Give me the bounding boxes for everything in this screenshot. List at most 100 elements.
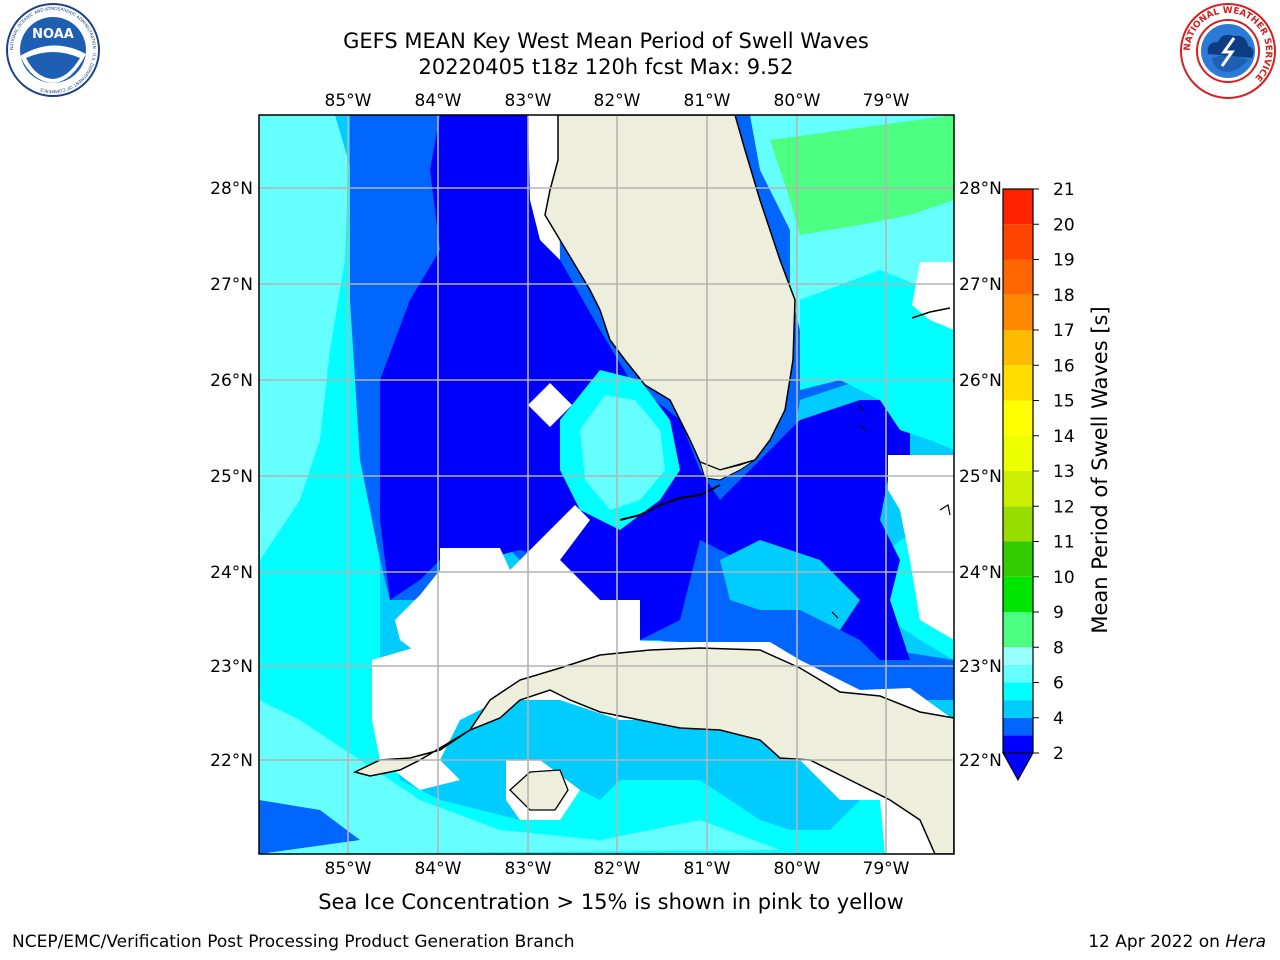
colorbar-tick-label: 8 xyxy=(1053,638,1064,658)
lon-label: 85°W xyxy=(325,91,372,111)
graticule xyxy=(259,115,954,854)
colorbar-title: Mean Period of Swell Waves [s] xyxy=(1088,306,1112,633)
colorbar-segment xyxy=(1003,435,1033,471)
lon-label: 82°W xyxy=(594,859,641,879)
colorbar-segment xyxy=(1003,612,1033,648)
map-field xyxy=(259,115,954,854)
nodata-grand-bahama xyxy=(912,262,954,330)
land-cuba xyxy=(352,647,954,854)
field-sw-4 xyxy=(259,800,360,854)
andros-coast xyxy=(939,504,951,516)
colorbar-tick-label: 18 xyxy=(1053,286,1075,306)
noaa-logo: NOAA NATIONAL OCEANIC AND ATMOSPHERIC AD… xyxy=(6,3,100,97)
lat-label: 25°N xyxy=(959,467,1002,487)
islets xyxy=(831,404,867,619)
colorbar-extend-triangle xyxy=(1002,752,1034,782)
colorbar-segment xyxy=(1003,541,1033,577)
colorbar-segment xyxy=(1003,259,1033,295)
lat-label: 22°N xyxy=(959,751,1002,771)
colorbar-tick-label: 2 xyxy=(1053,744,1064,764)
nws-logo: NATIONAL WEATHER SERVICE xyxy=(1180,3,1276,99)
field-8-9-west xyxy=(259,115,350,560)
colorbar-tick-label: 16 xyxy=(1053,356,1075,376)
render-date-text: 12 Apr 2022 on xyxy=(1088,932,1226,952)
lat-label: 27°N xyxy=(959,275,1002,295)
lon-label: 79°W xyxy=(863,91,910,111)
sea-ice-note: Sea Ice Concentration > 15% is shown in … xyxy=(318,890,904,914)
lat-label: 28°N xyxy=(210,179,253,199)
field-atlantic-9-10 xyxy=(770,115,954,235)
land-florida xyxy=(544,115,796,471)
lat-labels-left: 28°N 27°N 26°N 25°N 24°N 23°N 22°N xyxy=(210,179,253,771)
colorbar-segment xyxy=(1003,365,1033,401)
colorbar-tick-label: 12 xyxy=(1053,497,1075,517)
nodata-diamond xyxy=(528,383,572,427)
lon-label: 80°W xyxy=(774,859,821,879)
lat-labels-right: 28°N 27°N 26°N 25°N 24°N 23°N 22°N xyxy=(959,179,1002,771)
lat-label: 27°N xyxy=(210,275,253,295)
host-name: Hera xyxy=(1225,932,1266,952)
florida-keys xyxy=(619,484,721,521)
colorbar-segment xyxy=(1003,735,1033,753)
lon-labels-bottom: 85°W 84°W 83°W 82°W 81°W 80°W 79°W xyxy=(325,859,910,879)
nodata-gulf-south xyxy=(395,505,640,670)
lon-label: 80°W xyxy=(774,91,821,111)
lon-label: 79°W xyxy=(863,859,910,879)
colorbar-segment xyxy=(1003,330,1033,366)
colorbar-segment xyxy=(1003,576,1033,612)
nodata-bahamas xyxy=(888,455,954,640)
colorbar-tick-label: 17 xyxy=(1053,321,1075,341)
lat-label: 23°N xyxy=(959,657,1002,677)
field-2-4-core xyxy=(380,115,910,660)
colorbar-ticks: 2 4 6 8 9 10 11 12 13 14 15 16 17 18 19 20 21 xyxy=(1033,180,1075,764)
lat-label: 28°N xyxy=(959,179,1002,199)
field-atlantic-6 xyxy=(800,270,954,450)
colorbar-tick-label: 10 xyxy=(1053,568,1075,588)
land-isla-juventud xyxy=(509,769,569,811)
colorbar-segment xyxy=(1003,647,1033,665)
lat-label: 24°N xyxy=(210,563,253,583)
colorbar-tick-label: 13 xyxy=(1053,462,1075,482)
lon-label: 81°W xyxy=(684,91,731,111)
colorbar-segment xyxy=(1003,471,1033,507)
lon-label: 85°W xyxy=(325,859,372,879)
colorbar-tick-label: 19 xyxy=(1053,251,1075,271)
chart-subtitle: 20220405 t18z 120h fcst Max: 9.52 xyxy=(418,55,794,79)
render-date: 12 Apr 2022 on Hera xyxy=(1088,932,1266,952)
colorbar-segment xyxy=(1003,717,1033,736)
chart-title: GEFS MEAN Key West Mean Period of Swell … xyxy=(343,29,869,53)
lon-labels-top: 85°W 84°W 83°W 82°W 81°W 80°W 79°W xyxy=(325,91,910,111)
field-pocket-8 xyxy=(580,395,665,510)
lat-label: 26°N xyxy=(959,371,1002,391)
noaa-logo-text: NOAA xyxy=(32,27,74,42)
lon-label: 83°W xyxy=(505,91,552,111)
colorbar-tick-label: 20 xyxy=(1053,215,1075,235)
bahamas-coast xyxy=(911,307,951,319)
colorbar-tick-label: 4 xyxy=(1053,709,1064,729)
field-se-patch xyxy=(720,540,860,630)
colorbar xyxy=(1002,188,1034,782)
field-south-8 xyxy=(259,700,780,854)
lon-label: 84°W xyxy=(415,859,462,879)
lat-label: 23°N xyxy=(210,657,253,677)
colorbar-segment xyxy=(1003,400,1033,436)
lon-label: 81°W xyxy=(684,859,731,879)
colorbar-segment xyxy=(1003,700,1033,718)
colorbar-tick-label: 15 xyxy=(1053,392,1075,412)
lon-label: 82°W xyxy=(594,91,641,111)
colorbar-segment xyxy=(1003,224,1033,260)
colorbar-tick-label: 6 xyxy=(1053,674,1064,694)
colorbar-segment xyxy=(1003,664,1033,683)
colorbar-tick-label: 9 xyxy=(1053,603,1064,623)
lon-label: 83°W xyxy=(505,859,552,879)
colorbar-tick-label: 11 xyxy=(1053,533,1075,553)
map-frame xyxy=(258,114,955,855)
colorbar-segment xyxy=(1003,682,1033,701)
colorbar-tick-label: 21 xyxy=(1053,180,1075,200)
colorbar-segment xyxy=(1003,294,1033,330)
lon-label: 84°W xyxy=(415,91,462,111)
lat-label: 24°N xyxy=(959,563,1002,583)
lat-label: 25°N xyxy=(210,467,253,487)
colorbar-segment xyxy=(1003,189,1033,225)
